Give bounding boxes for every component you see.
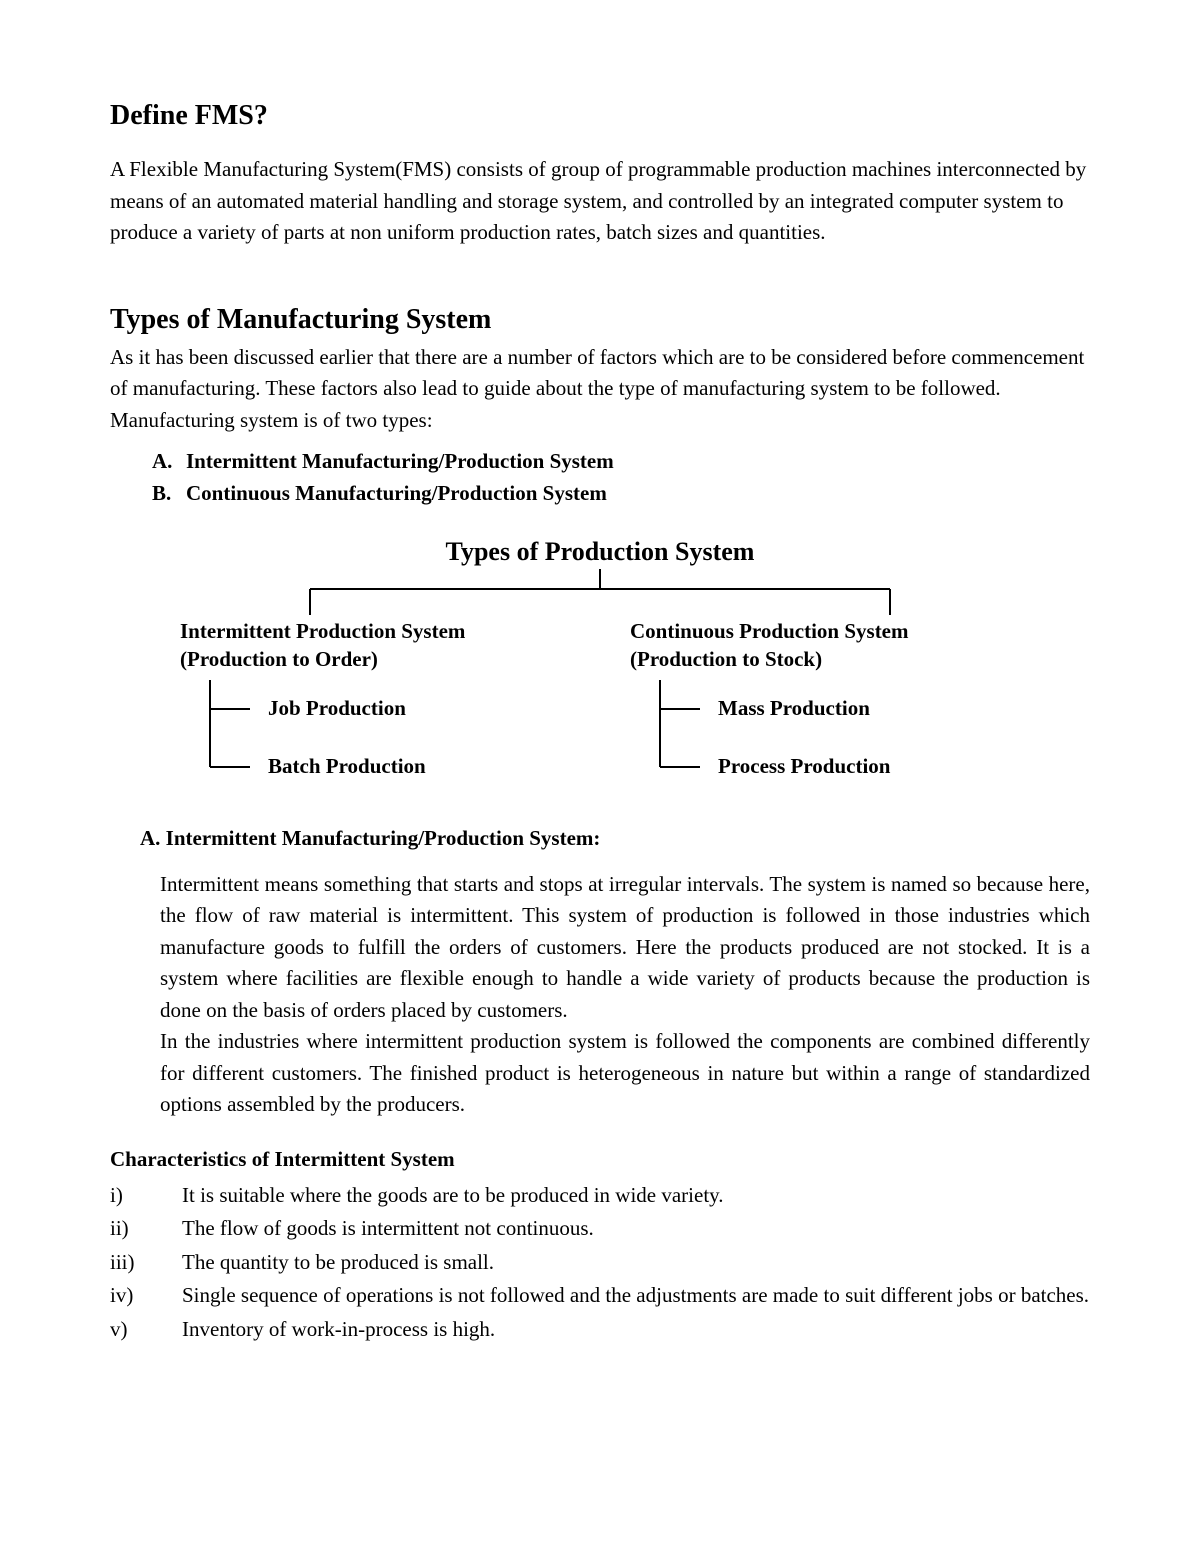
heading-section-a: A. Intermittent Manufacturing/Production… (140, 826, 1090, 851)
branch-left-children: Job Production Batch Production (180, 680, 570, 796)
list-item: iv) Single sequence of operations is not… (110, 1280, 1090, 1312)
list-text-a: Intermittent Manufacturing/Production Sy… (186, 449, 614, 473)
section-a-body: Intermittent means something that starts… (160, 869, 1090, 1121)
list-marker: v) (110, 1314, 182, 1346)
section-a-para2: In the industries where intermittent pro… (160, 1026, 1090, 1121)
list-text: Inventory of work-in-process is high. (182, 1314, 1090, 1346)
list-marker: iii) (110, 1247, 182, 1279)
branch-left-line1: Intermittent Production System (180, 619, 465, 643)
list-item: i) It is suitable where the goods are to… (110, 1180, 1090, 1212)
paragraph-types-intro: As it has been discussed earlier that th… (110, 342, 1090, 437)
branch-right-line1: Continuous Production System (630, 619, 909, 643)
branch-left-child-2-label: Batch Production (260, 754, 426, 779)
section-a-para1: Intermittent means something that starts… (160, 869, 1090, 1027)
heading-characteristics: Characteristics of Intermittent System (110, 1147, 1090, 1172)
connector-icon (630, 738, 710, 796)
characteristics-list: i) It is suitable where the goods are to… (110, 1180, 1090, 1346)
connector-icon (180, 738, 260, 796)
list-item: v) Inventory of work-in-process is high. (110, 1314, 1090, 1346)
branch-left-child-1: Job Production (180, 680, 570, 738)
branch-right-child-1: Mass Production (630, 680, 1020, 738)
branch-right-children: Mass Production Process Production (630, 680, 1020, 796)
branch-continuous-title: Continuous Production System (Production… (630, 617, 1020, 674)
diagram-title: Types of Production System (110, 537, 1090, 567)
list-marker-b: B. (152, 478, 186, 510)
list-text: The flow of goods is intermittent not co… (182, 1213, 1090, 1245)
diagram-branches: Intermittent Production System (Producti… (180, 617, 1020, 796)
list-text: Single sequence of operations is not fol… (182, 1280, 1090, 1312)
branch-intermittent-title: Intermittent Production System (Producti… (180, 617, 570, 674)
list-marker: iv) (110, 1280, 182, 1312)
branch-right-child-2-label: Process Production (710, 754, 890, 779)
heading-define-fms: Define FMS? (110, 100, 1090, 132)
heading-types-manufacturing: Types of Manufacturing System (110, 304, 1090, 336)
branch-left-child-1-label: Job Production (260, 696, 406, 721)
connector-icon (180, 680, 260, 738)
connector-icon (630, 680, 710, 738)
branch-left-child-2: Batch Production (180, 738, 570, 796)
branch-right-line2: (Production to Stock) (630, 647, 822, 671)
branch-continuous: Continuous Production System (Production… (630, 617, 1020, 796)
document-page: Define FMS? A Flexible Manufacturing Sys… (0, 0, 1200, 1553)
list-item-b: B.Continuous Manufacturing/Production Sy… (152, 478, 1090, 510)
diagram-production-types: Types of Production System Intermittent … (110, 537, 1090, 796)
list-text: It is suitable where the goods are to be… (182, 1180, 1090, 1212)
paragraph-fms-definition: A Flexible Manufacturing System(FMS) con… (110, 154, 1090, 249)
branch-left-line2: (Production to Order) (180, 647, 378, 671)
branch-intermittent: Intermittent Production System (Producti… (180, 617, 570, 796)
list-item: ii) The flow of goods is intermittent no… (110, 1213, 1090, 1245)
list-item: iii) The quantity to be produced is smal… (110, 1247, 1090, 1279)
list-item-a: A.Intermittent Manufacturing/Production … (152, 446, 1090, 478)
list-text-b: Continuous Manufacturing/Production Syst… (186, 481, 607, 505)
list-marker: ii) (110, 1213, 182, 1245)
list-text: The quantity to be produced is small. (182, 1247, 1090, 1279)
branch-right-child-1-label: Mass Production (710, 696, 870, 721)
list-types-ab: A.Intermittent Manufacturing/Production … (152, 446, 1090, 509)
list-marker-a: A. (152, 446, 186, 478)
list-marker: i) (110, 1180, 182, 1212)
diagram-top-connector (170, 567, 1030, 617)
branch-right-child-2: Process Production (630, 738, 1020, 796)
